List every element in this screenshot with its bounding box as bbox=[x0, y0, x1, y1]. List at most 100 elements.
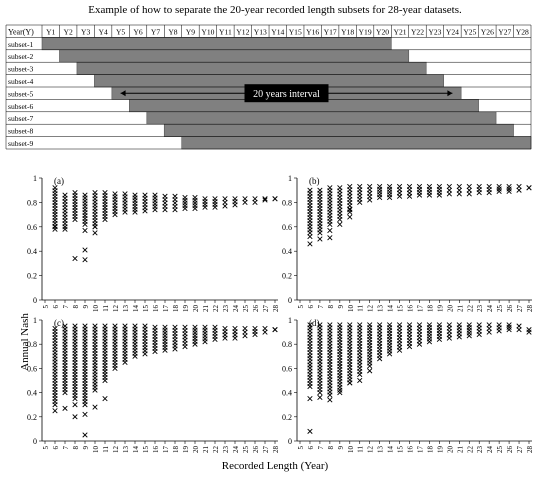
x-tick-label: 15 bbox=[397, 446, 405, 454]
year-header: Y9 bbox=[186, 27, 195, 36]
x-tick-label: 27 bbox=[262, 305, 270, 313]
x-tick-label: 28 bbox=[272, 305, 280, 313]
data-point bbox=[272, 327, 278, 333]
data-point bbox=[347, 214, 353, 220]
data-point bbox=[446, 322, 452, 328]
data-point bbox=[456, 322, 462, 328]
x-tick-label: 16 bbox=[152, 305, 160, 313]
x-tick-label: 21 bbox=[202, 446, 210, 454]
year-header: Y6 bbox=[133, 27, 142, 36]
x-tick-label: 7 bbox=[62, 446, 70, 450]
data-point bbox=[426, 183, 433, 190]
data-point bbox=[102, 190, 108, 196]
x-tick-label: 14 bbox=[387, 446, 395, 454]
x-tick-label: 13 bbox=[377, 446, 385, 454]
subset-label: subset-5 bbox=[8, 89, 34, 98]
x-axis-label: Recorded Length (Year) bbox=[221, 460, 329, 472]
data-point bbox=[496, 183, 502, 190]
data-point bbox=[102, 323, 108, 329]
data-point bbox=[142, 323, 148, 329]
year-header: Y27 bbox=[498, 27, 511, 36]
x-tick-label: 22 bbox=[466, 446, 474, 454]
data-point bbox=[327, 397, 333, 403]
data-point bbox=[182, 194, 188, 201]
data-point bbox=[506, 188, 512, 195]
x-tick-label: 26 bbox=[506, 305, 514, 313]
x-tick-label: 7 bbox=[62, 305, 70, 309]
data-point bbox=[132, 323, 138, 329]
year-header: Y8 bbox=[168, 27, 177, 36]
x-tick-label: 23 bbox=[222, 305, 230, 313]
year-header: Y14 bbox=[271, 27, 284, 36]
data-point bbox=[337, 389, 343, 396]
y-tick-label: 0.8 bbox=[27, 340, 37, 349]
x-tick-label: 23 bbox=[476, 305, 484, 313]
x-tick-label: 26 bbox=[252, 305, 260, 313]
data-point bbox=[337, 221, 343, 227]
data-point bbox=[72, 414, 78, 420]
year-header: Y13 bbox=[254, 27, 267, 36]
x-tick-label: 12 bbox=[112, 305, 120, 313]
subset-label: subset-1 bbox=[8, 40, 34, 49]
x-tick-label: 12 bbox=[367, 305, 375, 313]
y-tick-label: 0 bbox=[33, 296, 37, 305]
data-point bbox=[222, 196, 228, 202]
data-point bbox=[242, 325, 248, 332]
data-point bbox=[367, 322, 373, 328]
data-point bbox=[496, 186, 502, 192]
data-point bbox=[317, 236, 323, 242]
x-tick-label: 27 bbox=[516, 446, 524, 454]
y-tick-label: 0 bbox=[288, 296, 292, 305]
data-point bbox=[82, 411, 88, 417]
data-point bbox=[526, 329, 532, 335]
data-point bbox=[357, 322, 363, 328]
data-point bbox=[272, 196, 278, 202]
data-point bbox=[486, 322, 492, 328]
x-tick-label: 17 bbox=[416, 305, 424, 313]
data-point bbox=[377, 183, 383, 190]
data-point bbox=[307, 233, 313, 240]
x-tick-label: 25 bbox=[242, 446, 250, 454]
data-point bbox=[367, 368, 373, 374]
data-point bbox=[506, 322, 512, 328]
x-tick-label: 11 bbox=[102, 446, 110, 453]
x-tick-label: 12 bbox=[112, 446, 120, 454]
data-point bbox=[406, 322, 413, 328]
data-point bbox=[82, 247, 88, 253]
x-tick-label: 24 bbox=[232, 446, 240, 454]
year-header: Y17 bbox=[324, 27, 337, 36]
data-point bbox=[152, 192, 158, 198]
x-tick-label: 14 bbox=[387, 305, 395, 313]
x-tick-label: 16 bbox=[407, 305, 415, 313]
x-tick-label: 16 bbox=[152, 446, 160, 454]
data-point bbox=[122, 323, 128, 329]
x-tick-label: 11 bbox=[357, 446, 365, 453]
data-point bbox=[416, 322, 423, 328]
y-tick-label: 0.2 bbox=[282, 413, 292, 422]
data-point bbox=[486, 183, 492, 190]
data-point bbox=[317, 322, 323, 328]
year-header: Y4 bbox=[98, 27, 107, 36]
data-point bbox=[252, 196, 258, 202]
data-point bbox=[72, 402, 78, 408]
year-header: Y3 bbox=[81, 27, 90, 36]
data-point bbox=[307, 187, 313, 193]
interval-arrow-head-left bbox=[120, 90, 126, 97]
panel-label: (b) bbox=[309, 176, 320, 186]
data-point bbox=[347, 380, 353, 386]
data-point bbox=[112, 323, 118, 329]
data-point bbox=[92, 230, 98, 236]
data-point bbox=[317, 187, 323, 193]
x-tick-label: 25 bbox=[496, 305, 504, 313]
data-point bbox=[386, 183, 393, 190]
x-tick-label: 25 bbox=[242, 305, 250, 313]
data-point bbox=[62, 192, 68, 198]
data-point bbox=[396, 322, 403, 328]
subset-label: subset-4 bbox=[8, 77, 34, 86]
data-point bbox=[436, 322, 443, 328]
data-point bbox=[327, 322, 333, 328]
x-tick-label: 22 bbox=[466, 305, 474, 313]
data-point bbox=[112, 191, 118, 197]
data-point bbox=[62, 323, 68, 329]
data-point bbox=[222, 325, 228, 332]
